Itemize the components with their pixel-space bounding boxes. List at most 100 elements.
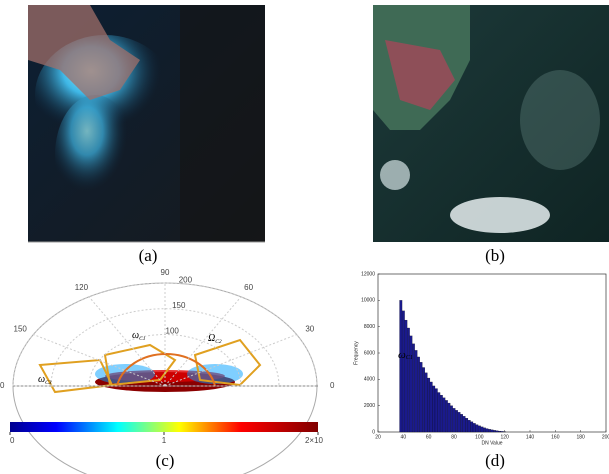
x-axis-label: DN Value [481, 440, 502, 446]
theta-tick-label: 60 [244, 283, 253, 292]
x-tick-label: 120 [500, 434, 509, 440]
bar [500, 431, 504, 433]
spoke [33, 334, 166, 387]
y-tick-label: 12000 [361, 271, 375, 277]
bar [437, 392, 441, 433]
grid-ring [88, 334, 242, 387]
annotation-subscript: C1 [406, 355, 413, 361]
bar [477, 425, 481, 433]
grid-ring [12, 282, 318, 387]
colorbar-tick-label: 0 [10, 436, 15, 445]
spoke [164, 296, 242, 387]
bar [427, 377, 431, 433]
bar [407, 327, 410, 433]
r-tick-label: 100 [166, 326, 180, 335]
x-tick-label: 80 [451, 434, 457, 440]
annotation-subscript: C1 [139, 336, 146, 342]
theta-tick-label: 180 [0, 381, 5, 390]
bar [488, 429, 491, 433]
grid-ring [50, 308, 280, 387]
caption: (c) [156, 451, 175, 470]
bar [470, 421, 474, 433]
bar [450, 405, 453, 433]
bar [419, 362, 423, 433]
bar [465, 418, 469, 433]
x-tick-label: 140 [526, 434, 535, 440]
colorbar-tick-label: 2×10 [305, 436, 324, 445]
bar [472, 423, 476, 433]
bar [417, 356, 420, 433]
bar [422, 367, 425, 433]
caption: (b) [485, 246, 505, 265]
colorbar-tick-label: 1 [162, 436, 167, 445]
annotation-symbol: Ω [208, 333, 215, 344]
bar [462, 416, 466, 433]
annotation-symbol: ω [38, 374, 45, 385]
annotation: ωC3 [38, 374, 52, 386]
bar [480, 426, 484, 433]
y-tick-label: 8000 [364, 324, 375, 330]
bar [401, 310, 405, 433]
spoke [164, 334, 297, 387]
annotation: ΩC2 [208, 333, 222, 345]
bar [404, 319, 408, 433]
bar [442, 397, 446, 433]
image-a [28, 5, 265, 243]
theta-tick-label: 120 [75, 283, 89, 292]
y-tick-label: 0 [372, 429, 375, 435]
bar [493, 430, 496, 433]
y-tick-label: 2000 [364, 403, 375, 409]
annotation-subscript: C2 [215, 339, 222, 345]
bar [455, 410, 458, 433]
bar [475, 424, 479, 433]
bar [432, 385, 436, 433]
bar [467, 420, 471, 433]
x-tick-label: 200 [602, 434, 609, 440]
caption: (a) [139, 246, 158, 265]
y-tick-label: 10000 [361, 298, 375, 304]
bar [434, 388, 438, 433]
bar [399, 300, 403, 433]
bar [424, 372, 428, 433]
bar [447, 402, 451, 433]
bar [498, 430, 501, 433]
r-tick-label: 150 [172, 301, 186, 310]
bar [483, 427, 486, 433]
caption: (d) [485, 451, 505, 470]
bar [409, 335, 413, 433]
theta-tick-label: 150 [14, 324, 28, 333]
x-tick-label: 20 [375, 434, 381, 440]
theta-tick-label: 30 [305, 324, 314, 333]
spoke [88, 296, 166, 387]
theta-tick-label: 90 [161, 268, 170, 277]
colorbar [10, 422, 318, 432]
theta-tick-label: 0 [330, 381, 335, 390]
annotation-subscript: C3 [45, 380, 52, 386]
annotation-symbol: ω [132, 330, 139, 341]
x-tick-label: 40 [401, 434, 407, 440]
y-tick-label: 4000 [364, 377, 375, 383]
y-axis-label: Frequency [353, 341, 359, 365]
bar [445, 400, 448, 433]
bar [495, 430, 499, 433]
annotation-symbol: ω [398, 349, 406, 361]
bar [490, 429, 494, 433]
bar [429, 381, 433, 433]
image-b [373, 5, 609, 242]
bar [439, 395, 443, 433]
bar [485, 428, 489, 433]
bar [414, 350, 418, 433]
r-tick-label: 200 [179, 276, 193, 285]
y-tick-label: 6000 [364, 350, 375, 356]
polar-plot [12, 282, 318, 474]
annotation: ωC1 [132, 330, 146, 342]
x-tick-label: 180 [576, 434, 585, 440]
bar [460, 414, 463, 433]
annotation: ωC1 [398, 349, 413, 362]
x-tick-label: 60 [426, 434, 432, 440]
bar [452, 408, 456, 433]
bar [457, 412, 461, 433]
x-tick-label: 100 [475, 434, 484, 440]
x-tick-label: 160 [551, 434, 560, 440]
